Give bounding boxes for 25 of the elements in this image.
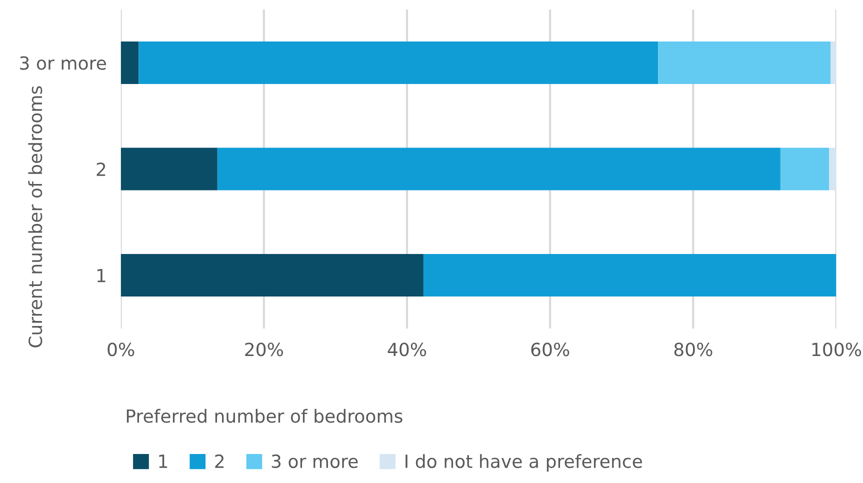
- bar: [423, 254, 836, 297]
- x-tick-label: 60%: [531, 342, 570, 356]
- bar: [780, 148, 830, 190]
- x-tick-label: 40%: [388, 342, 426, 356]
- legend-label: 1: [159, 454, 168, 468]
- x-tick-label: 20%: [245, 342, 283, 356]
- bar: [829, 148, 836, 190]
- bar: [120, 42, 139, 84]
- x-tick-label: 80%: [674, 342, 712, 356]
- legend-label: I do not have a preference: [406, 454, 642, 472]
- bar: [120, 148, 218, 190]
- bar: [658, 42, 831, 84]
- y-tick-label: 2: [96, 162, 106, 176]
- y-axis-title: Current number of bedrooms: [28, 86, 42, 348]
- bar: [830, 42, 836, 84]
- legend-label: 2: [215, 454, 224, 468]
- x-axis-title: Preferred number of bedrooms: [126, 408, 402, 423]
- y-tick-label: 1: [97, 269, 106, 282]
- x-tick-label: 0%: [108, 342, 134, 356]
- y-tick-label: 3 or more: [20, 56, 106, 70]
- x-tick-label: 100%: [812, 342, 862, 356]
- bar: [217, 148, 780, 190]
- bar: [120, 254, 424, 297]
- bar: [138, 42, 658, 84]
- legend-label: 3 or more: [272, 454, 358, 468]
